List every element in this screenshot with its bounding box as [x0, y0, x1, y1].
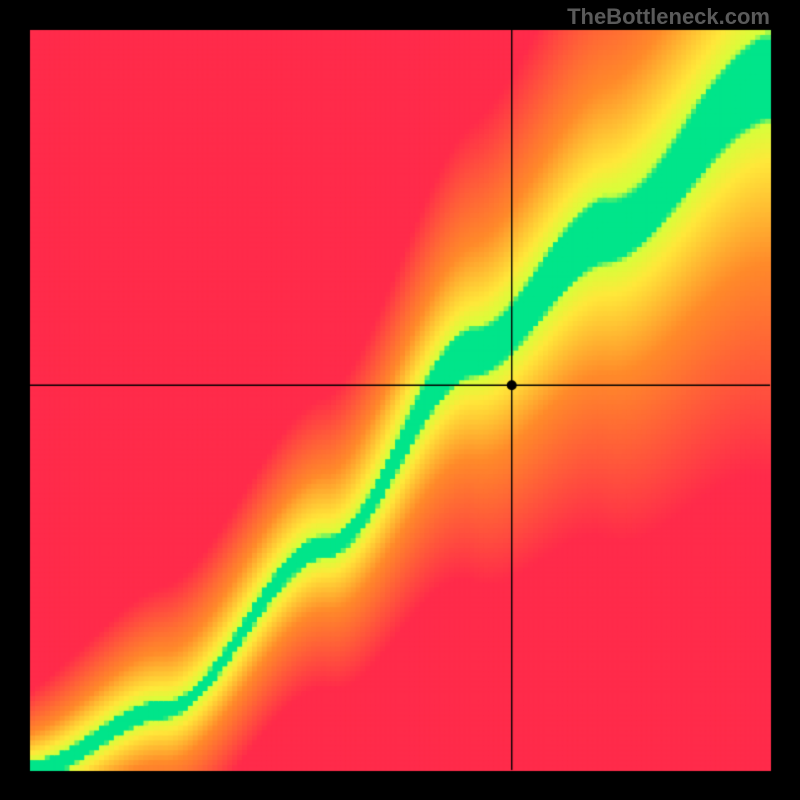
bottleneck-heatmap-canvas: [0, 0, 800, 800]
watermark-text: TheBottleneck.com: [567, 4, 770, 30]
chart-container: TheBottleneck.com: [0, 0, 800, 800]
